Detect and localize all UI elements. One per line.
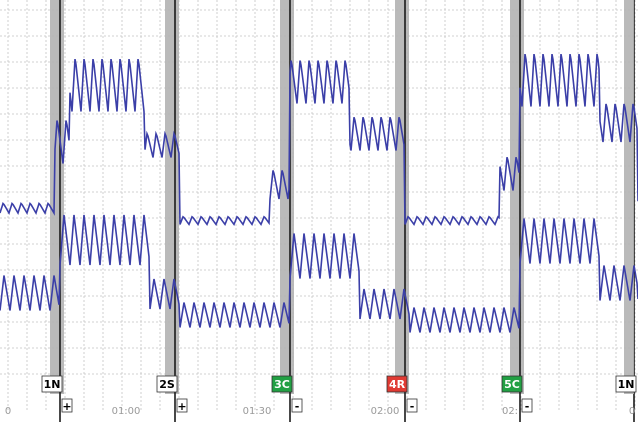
trace-lines [0, 53, 638, 333]
event-markers: 1N+2S+3C-4R-5C-1N [41, 375, 637, 413]
series-line-upper [0, 53, 638, 227]
event-label-text: 1N [618, 378, 635, 391]
event-label-text: 3C [274, 378, 290, 391]
time-tick-label: 02: [502, 406, 518, 417]
event-label: 2S+ [156, 375, 188, 413]
stimulus-band [50, 0, 64, 394]
event-label: 1N [615, 375, 637, 393]
event-sign-box [176, 398, 188, 413]
time-tick: 02: [502, 406, 518, 417]
event-sign-text: - [295, 400, 300, 413]
event-label: 5C- [501, 375, 533, 413]
time-tick-label: 02:00 [371, 406, 400, 417]
event-sign-box [521, 398, 533, 413]
event-label-text: 4R [389, 378, 406, 391]
event-sign-text: - [525, 400, 530, 413]
event-label-box [156, 375, 178, 393]
time-axis: 0 01:00 01:30 02:00 02: 0 [5, 406, 635, 417]
time-tick: 0 [5, 406, 11, 417]
event-sign-box [61, 398, 73, 413]
event-label: 4R- [386, 375, 418, 413]
event-label: 1N+ [41, 375, 73, 413]
event-sign-box [291, 398, 303, 413]
time-tick: 02:00 [371, 406, 400, 417]
event-label-text: 2S [159, 378, 175, 391]
time-tick-label: 0 [5, 406, 11, 417]
event-label-box [501, 375, 523, 393]
stimulus-band [165, 0, 179, 394]
event-sign-box [406, 398, 418, 413]
time-tick: 01:00 [112, 406, 141, 417]
time-tick-label: 01:00 [112, 406, 141, 417]
event-label: 3C- [271, 375, 303, 413]
time-tick-label: 01:30 [243, 406, 272, 417]
time-tick-label: 0 [629, 406, 635, 417]
stimulus-band [395, 0, 409, 394]
stimulus-band [624, 0, 634, 394]
event-label-text: 1N [44, 378, 61, 391]
stimulus-band [510, 0, 524, 394]
event-label-box [271, 375, 293, 393]
event-sign-text: - [410, 400, 415, 413]
event-sign-text: + [177, 400, 186, 413]
time-tick: 0 [629, 406, 635, 417]
event-sign-text: + [62, 400, 71, 413]
time-tick: 01:30 [243, 406, 272, 417]
event-label-box [615, 375, 637, 393]
series-line-lower [0, 214, 638, 333]
event-label-box [41, 375, 63, 393]
event-label-text: 5C [504, 378, 520, 391]
event-label-box [386, 375, 408, 393]
